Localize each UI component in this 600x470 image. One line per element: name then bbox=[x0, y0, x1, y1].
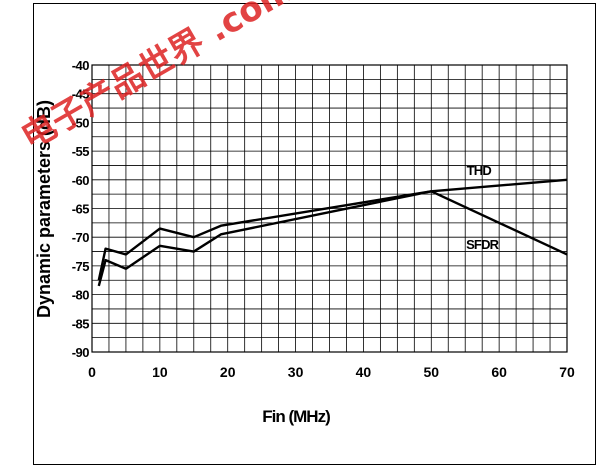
y-tick-label: -55 bbox=[72, 144, 90, 159]
series-label-thd: THD bbox=[467, 163, 492, 178]
y-tick-label: -40 bbox=[72, 58, 90, 73]
y-tick-label: -70 bbox=[72, 230, 90, 245]
series-lines bbox=[97, 178, 568, 287]
y-tick-label: -60 bbox=[72, 173, 90, 188]
series-labels: THD SFDR bbox=[466, 163, 500, 252]
series-line-sfdr bbox=[97, 190, 568, 287]
x-tick-label: 20 bbox=[220, 364, 236, 380]
y-tick-label: -50 bbox=[72, 115, 90, 130]
plot-border bbox=[91, 64, 568, 353]
y-tick-label: -80 bbox=[72, 288, 90, 303]
x-tick-label: 0 bbox=[88, 364, 96, 380]
x-tick-label: 60 bbox=[491, 364, 507, 380]
x-tick-label: 40 bbox=[356, 364, 372, 380]
y-tick-label: -45 bbox=[72, 87, 90, 102]
x-tick-label: 50 bbox=[423, 364, 439, 380]
grid bbox=[91, 64, 568, 353]
series-line-thd bbox=[97, 178, 568, 281]
y-axis-label: Dynamic parameters (dB) bbox=[34, 100, 54, 318]
y-tick-label: -85 bbox=[72, 316, 90, 331]
x-tick-label: 10 bbox=[152, 364, 168, 380]
y-tick-label: -90 bbox=[72, 345, 90, 360]
tick-labels: 0 10 20 30 40 50 60 70 -90 -85 -80 -75 -70 -65 -60 -55 -… bbox=[72, 58, 575, 380]
line-chart: 0 10 20 30 40 50 60 70 -90 -85 -80 -75 -70 -65 -60 -55 -… bbox=[34, 58, 575, 426]
x-axis-label: Fin (MHz) bbox=[262, 407, 330, 426]
y-tick-label: -75 bbox=[72, 259, 90, 274]
y-tick-label: -65 bbox=[72, 202, 90, 217]
x-tick-label: 70 bbox=[559, 364, 575, 380]
chart-frame: 0 10 20 30 40 50 60 70 -90 -85 -80 -75 -70 -65 -60 -55 -… bbox=[33, 3, 596, 465]
x-tick-label: 30 bbox=[288, 364, 304, 380]
series-label-sfdr: SFDR bbox=[466, 237, 500, 252]
